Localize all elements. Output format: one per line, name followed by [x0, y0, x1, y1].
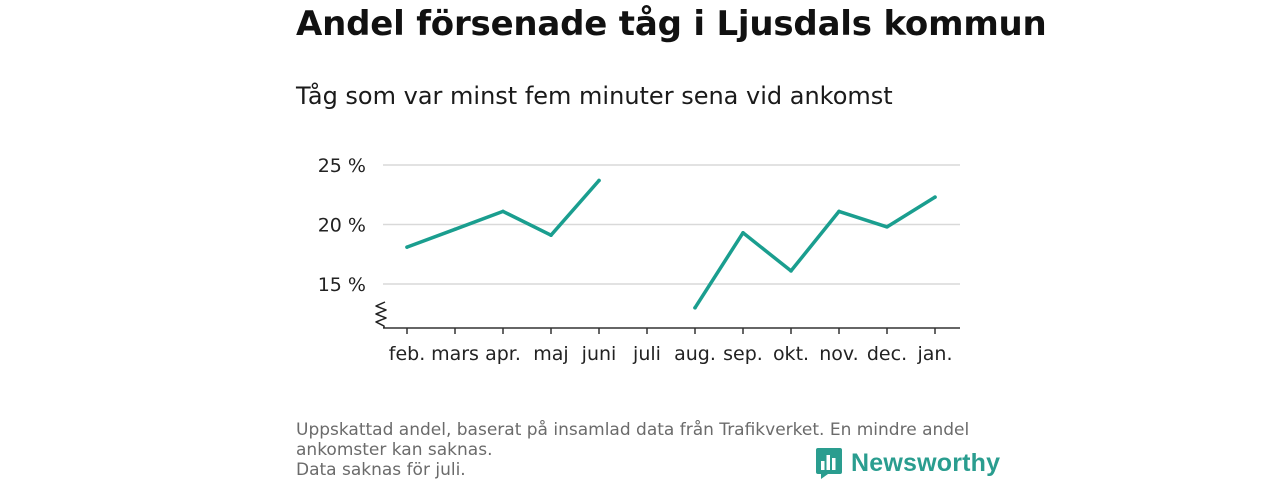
gridlines [383, 164, 960, 285]
x-tick-label: jan. [916, 343, 952, 365]
x-tick-label: juni [581, 343, 617, 365]
x-tick-label: feb. [389, 343, 425, 365]
x-tick-label: nov. [819, 343, 858, 365]
bar-chart-icon [816, 448, 842, 479]
chart-subtitle: Tåg som var minst fem minuter sena vid a… [296, 82, 893, 110]
x-tick-label: apr. [485, 343, 521, 365]
y-tick-label: 25 % [318, 155, 366, 177]
x-axis [375, 301, 960, 329]
y-tick-label: 20 % [318, 215, 366, 237]
x-tick-label: maj [533, 343, 568, 365]
series-line [693, 195, 937, 310]
newsworthy-logo: Newsworthy [815, 446, 1000, 480]
footnote-line: Data saknas för juli. [296, 460, 466, 480]
axis-break-icon [375, 301, 387, 328]
y-tick-label: 15 % [318, 274, 366, 296]
brand-name: Newsworthy [851, 448, 1001, 477]
footnote: Uppskattad andel, baserat på insamlad da… [296, 420, 986, 480]
footnote-line: Uppskattad andel, baserat på insamlad da… [296, 420, 970, 440]
footnote-line: ankomster kan saknas. [296, 440, 493, 460]
series-lines [405, 178, 937, 310]
chart-title: Andel försenade tåg i Ljusdals kommun [296, 4, 1047, 44]
x-tick-label: dec. [867, 343, 907, 365]
x-tick-label: aug. [674, 343, 716, 365]
x-tick-label: sep. [723, 343, 763, 365]
x-tick-label: juli [632, 343, 661, 365]
series-line [405, 178, 601, 249]
x-tick-label: mars [431, 343, 479, 365]
y-axis-ticks: 15 % 20 % 25 % [318, 155, 366, 296]
x-axis-ticks: feb. mars apr. maj juni juli aug. sep. okt. nov. d… [389, 328, 953, 365]
x-tick-label: okt. [773, 343, 809, 365]
